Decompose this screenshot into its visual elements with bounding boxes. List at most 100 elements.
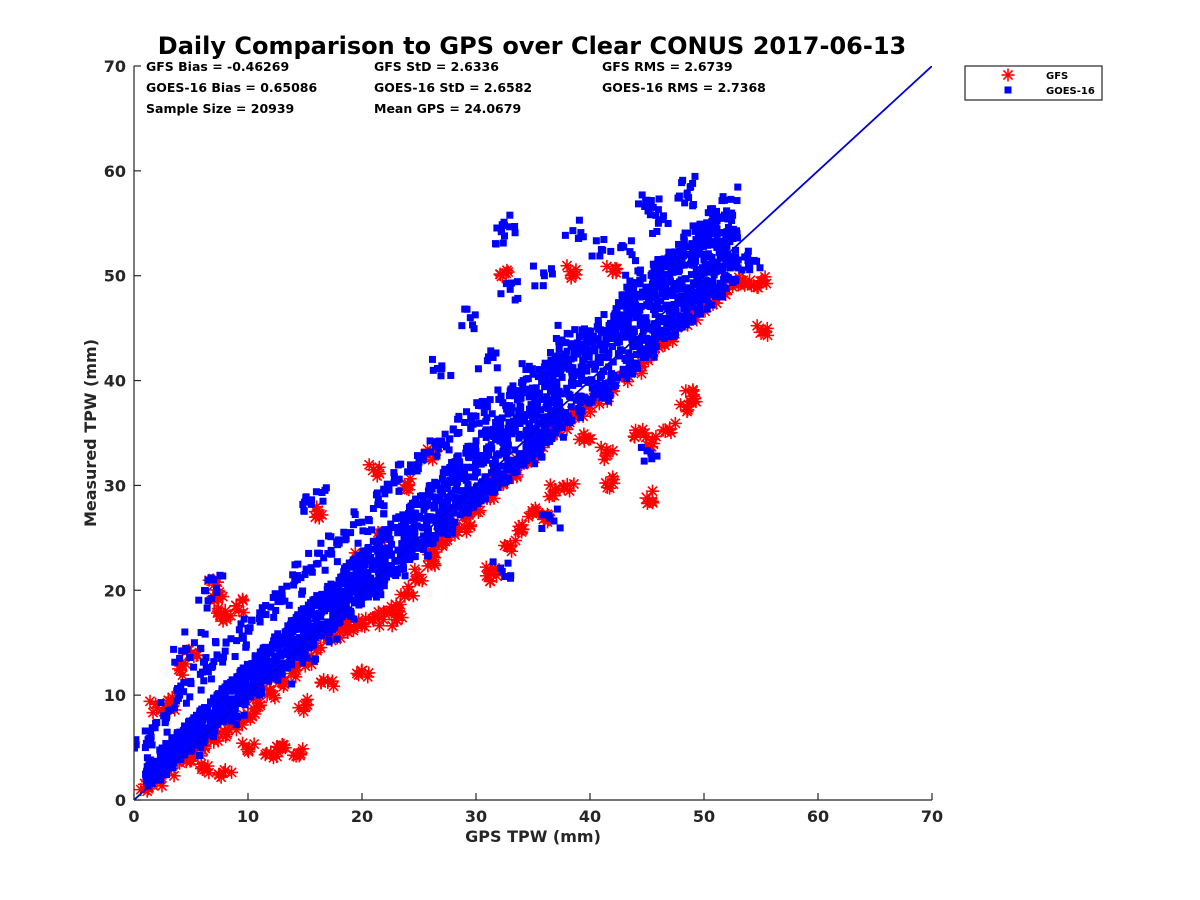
data-point-goes16 (437, 522, 445, 530)
data-point-goes16 (367, 554, 375, 562)
data-point-goes16 (643, 334, 651, 342)
data-point-goes16 (558, 424, 566, 432)
y-tick-label: 0 (115, 791, 126, 810)
data-point-goes16 (395, 487, 403, 495)
data-point-goes16 (234, 713, 242, 721)
data-point-goes16 (531, 282, 539, 290)
data-point-goes16 (320, 554, 328, 562)
data-point-goes16 (716, 254, 724, 262)
data-point-goes16 (744, 257, 752, 265)
data-point-goes16 (692, 235, 700, 243)
y-tick-label: 70 (104, 57, 126, 76)
data-point-goes16 (299, 605, 307, 613)
data-point-goes16 (330, 587, 338, 595)
data-point-goes16 (643, 447, 651, 455)
data-point-goes16 (685, 194, 693, 202)
data-point-goes16 (634, 364, 642, 372)
data-point-goes16 (723, 207, 731, 215)
data-point-gfs (609, 266, 623, 280)
data-point-goes16 (289, 636, 297, 644)
data-point-goes16 (584, 376, 592, 384)
data-point-goes16 (170, 645, 178, 653)
data-point-gfs (599, 449, 613, 463)
data-point-goes16 (397, 526, 405, 534)
data-point-goes16 (400, 519, 408, 527)
data-point-goes16 (399, 559, 407, 567)
data-point-goes16 (344, 573, 352, 581)
data-point-goes16 (369, 504, 377, 512)
data-point-goes16 (523, 448, 531, 456)
data-point-goes16 (669, 304, 677, 312)
data-point-gfs (232, 603, 246, 617)
data-point-goes16 (435, 437, 443, 445)
y-tick-label: 30 (104, 476, 126, 495)
data-point-goes16 (390, 472, 398, 480)
y-tick-label: 40 (104, 372, 126, 391)
data-point-goes16 (205, 576, 213, 584)
data-point-goes16 (266, 658, 274, 666)
data-point-goes16 (719, 193, 727, 201)
data-point-gfs (236, 736, 250, 750)
data-point-goes16 (417, 538, 425, 546)
data-point-goes16 (608, 342, 616, 350)
data-point-goes16 (666, 277, 674, 285)
data-point-goes16 (388, 540, 396, 548)
data-point-goes16 (604, 380, 612, 388)
data-point-gfs (402, 477, 416, 491)
data-point-goes16 (419, 456, 427, 464)
data-point-goes16 (557, 368, 565, 376)
data-point-goes16 (662, 303, 670, 311)
data-point-goes16 (487, 469, 495, 477)
data-point-goes16 (596, 374, 604, 382)
data-point-goes16 (638, 191, 646, 199)
data-point-goes16 (486, 478, 494, 486)
data-point-goes16 (722, 284, 730, 292)
data-point-goes16 (688, 254, 696, 262)
data-point-goes16 (278, 585, 286, 593)
data-point-goes16 (203, 604, 211, 612)
data-point-goes16 (375, 584, 383, 592)
data-point-gfs (525, 506, 539, 520)
data-point-goes16 (651, 310, 659, 318)
data-point-goes16 (585, 353, 593, 361)
data-point-goes16 (580, 325, 588, 333)
data-point-goes16 (383, 573, 391, 581)
data-point-goes16 (404, 539, 412, 547)
data-point-gfs (361, 670, 375, 684)
data-point-goes16 (548, 434, 556, 442)
data-point-goes16 (178, 647, 186, 655)
data-point-goes16 (267, 603, 275, 611)
data-point-goes16 (290, 625, 298, 633)
data-point-goes16 (668, 311, 676, 319)
data-point-goes16 (424, 499, 432, 507)
data-point-goes16 (427, 532, 435, 540)
data-point-goes16 (483, 414, 491, 422)
data-point-goes16 (271, 652, 279, 660)
data-point-gfs (634, 366, 648, 380)
data-point-goes16 (558, 336, 566, 344)
data-point-goes16 (179, 743, 187, 751)
data-point-goes16 (650, 281, 658, 289)
data-point-goes16 (394, 461, 402, 469)
data-point-goes16 (636, 342, 644, 350)
data-point-goes16 (239, 697, 247, 705)
data-point-goes16 (483, 357, 491, 365)
data-point-goes16 (706, 253, 714, 261)
data-point-goes16 (535, 428, 543, 436)
data-point-goes16 (570, 354, 578, 362)
data-point-goes16 (746, 266, 754, 274)
data-point-goes16 (696, 300, 704, 308)
data-point-goes16 (623, 325, 631, 333)
data-point-goes16 (728, 252, 736, 260)
data-point-goes16 (274, 676, 282, 684)
data-point-goes16 (516, 394, 524, 402)
data-point-goes16 (377, 528, 385, 536)
data-point-goes16 (256, 609, 264, 617)
x-tick-label: 60 (807, 807, 829, 826)
data-point-goes16 (575, 404, 583, 412)
data-point-goes16 (488, 445, 496, 453)
data-point-goes16 (335, 576, 343, 584)
data-point-goes16 (243, 660, 251, 668)
data-point-goes16 (530, 449, 538, 457)
data-point-goes16 (691, 172, 699, 180)
